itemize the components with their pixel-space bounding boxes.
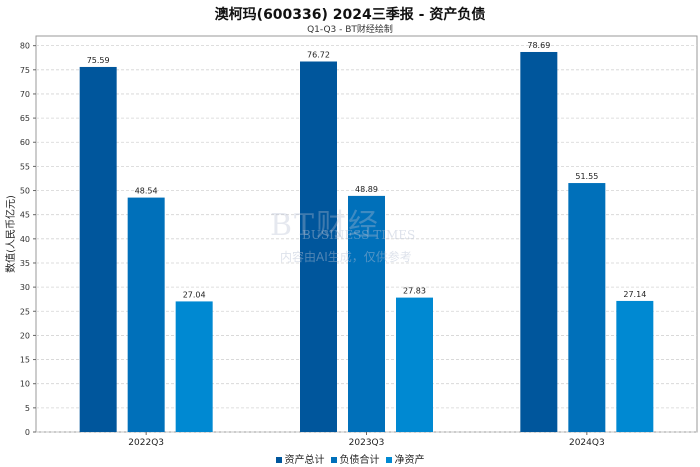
bar-2022Q3-3 bbox=[175, 301, 213, 432]
y-tick-label: 0 bbox=[25, 428, 30, 437]
x-tick-label: 2024Q3 bbox=[569, 438, 605, 448]
data-label: 27.14 bbox=[623, 290, 646, 299]
y-tick-label: 10 bbox=[20, 380, 30, 389]
bar-2024Q3-1 bbox=[520, 51, 558, 433]
x-tick-label: 2023Q3 bbox=[349, 438, 385, 448]
y-tick-label: 70 bbox=[20, 90, 30, 99]
data-label: 48.89 bbox=[355, 185, 378, 194]
chart-legend: 资产总计 负债合计 净资产 bbox=[0, 451, 700, 466]
y-tick-label: 20 bbox=[20, 331, 30, 340]
y-tick-label: 55 bbox=[20, 162, 30, 171]
bar-2023Q3-3 bbox=[396, 297, 433, 432]
legend-swatch bbox=[275, 457, 282, 463]
y-tick-label: 50 bbox=[20, 187, 30, 196]
data-label: 51.55 bbox=[575, 172, 598, 181]
y-tick-label: 40 bbox=[20, 235, 30, 244]
data-label: 27.83 bbox=[403, 287, 426, 296]
y-tick-label: 65 bbox=[20, 114, 30, 123]
legend-item: 资产总计 bbox=[275, 451, 325, 466]
bar-2024Q3-3 bbox=[616, 300, 654, 432]
bar-2023Q3-1 bbox=[300, 61, 337, 432]
bar-2022Q3-2 bbox=[127, 197, 165, 432]
y-tick-label: 5 bbox=[25, 404, 30, 413]
y-axis-label: 数值(人民币亿元) bbox=[4, 195, 17, 273]
legend-label: 资产总计 bbox=[284, 455, 325, 466]
legend-label: 净资产 bbox=[394, 455, 425, 466]
x-tick-label: 2022Q3 bbox=[128, 438, 164, 448]
y-tick-label: 75 bbox=[20, 66, 30, 75]
legend-item: 负债合计 bbox=[330, 451, 380, 466]
data-label: 27.04 bbox=[183, 290, 206, 299]
legend-label: 负债合计 bbox=[339, 455, 380, 466]
y-tick-label: 35 bbox=[20, 259, 30, 268]
y-tick-label: 25 bbox=[20, 307, 30, 316]
chart-title: 澳柯玛(600336) 2024三季报 - 资产负债 bbox=[214, 7, 486, 23]
y-tick-label: 15 bbox=[20, 356, 30, 365]
y-tick-label: 45 bbox=[20, 211, 30, 220]
data-label: 76.72 bbox=[307, 50, 330, 59]
bar-2022Q3-1 bbox=[79, 66, 117, 432]
data-label: 78.69 bbox=[527, 41, 550, 50]
bar-2024Q3-2 bbox=[568, 183, 606, 432]
legend-swatch bbox=[385, 457, 392, 463]
chart-subtitle: Q1-Q3 - BT财经绘制 bbox=[307, 25, 393, 35]
y-tick-label: 80 bbox=[20, 42, 30, 51]
legend-item: 净资产 bbox=[385, 451, 425, 466]
y-tick-label: 30 bbox=[20, 283, 30, 292]
data-label: 75.59 bbox=[87, 56, 110, 65]
data-label: 48.54 bbox=[135, 187, 158, 196]
y-tick-label: 60 bbox=[20, 138, 30, 147]
bar-2023Q3-2 bbox=[348, 195, 385, 432]
legend-swatch bbox=[330, 457, 337, 463]
